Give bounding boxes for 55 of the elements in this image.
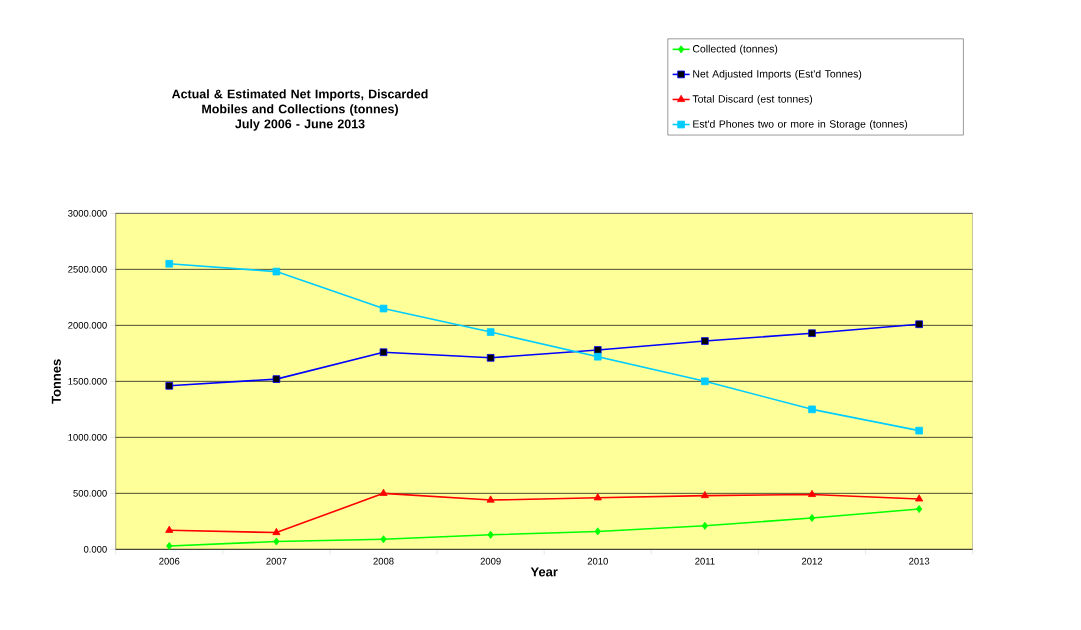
point	[915, 426, 923, 435]
point	[486, 495, 495, 503]
point	[808, 329, 816, 337]
point	[701, 521, 708, 530]
point	[165, 382, 174, 390]
y-tick-label: 3000.000	[68, 209, 107, 217]
point	[379, 348, 388, 357]
point	[486, 328, 495, 336]
point	[808, 513, 816, 522]
point	[379, 488, 388, 496]
point	[272, 267, 281, 276]
chart-title: Actual & Estimated Net Imports, Discarded Mobiles and Collections (tonnes)	[171, 89, 428, 116]
x-tick-label: 2009	[480, 557, 501, 565]
point	[593, 352, 602, 361]
y-tick-label: 1000.000	[68, 433, 107, 441]
point	[701, 377, 709, 386]
point	[593, 346, 602, 354]
y-tick-label: 500.000	[73, 489, 107, 497]
point	[165, 259, 174, 268]
legend-label: Collected (tonnes)	[692, 44, 778, 55]
y-tick-label: 1500.000	[68, 377, 107, 385]
legend-label: Total Discard (est tonnes)	[692, 94, 813, 105]
point	[808, 405, 816, 414]
y-axis-title: Tonnes	[51, 359, 61, 404]
point	[915, 320, 923, 329]
point	[272, 527, 281, 536]
point	[594, 527, 601, 536]
point	[166, 541, 173, 550]
x-tick-label: 2012	[801, 557, 823, 565]
point	[915, 494, 924, 502]
y-tick-label: 2000.000	[68, 321, 107, 329]
point	[487, 530, 494, 539]
legend-label: Net Adjusted Imports (Est'd Tonnes)	[693, 69, 862, 80]
point	[380, 535, 387, 544]
point	[593, 493, 602, 501]
point	[273, 537, 280, 546]
x-tick-label: 2011	[695, 557, 715, 565]
point	[700, 490, 709, 499]
point	[916, 505, 923, 514]
x-tick-label: 2008	[373, 557, 394, 565]
point	[165, 525, 174, 533]
point	[486, 354, 495, 362]
point	[272, 375, 281, 383]
y-tick-label: 2500.000	[68, 265, 107, 273]
point	[379, 304, 388, 313]
point	[807, 489, 817, 497]
y-tick-label: 0.000	[83, 545, 107, 553]
legend-label: Est'd Phones two or more in Storage (tonnes)	[693, 120, 908, 130]
x-tick-label: 2006	[159, 557, 180, 565]
x-axis-title: Year	[530, 567, 558, 577]
point	[701, 337, 709, 345]
x-tick-label: 2010	[587, 557, 608, 565]
x-tick-label: 2013	[909, 557, 930, 565]
x-tick-label: 2007	[266, 557, 287, 565]
chart-subtitle: July 2006 - June 2013	[235, 119, 365, 131]
